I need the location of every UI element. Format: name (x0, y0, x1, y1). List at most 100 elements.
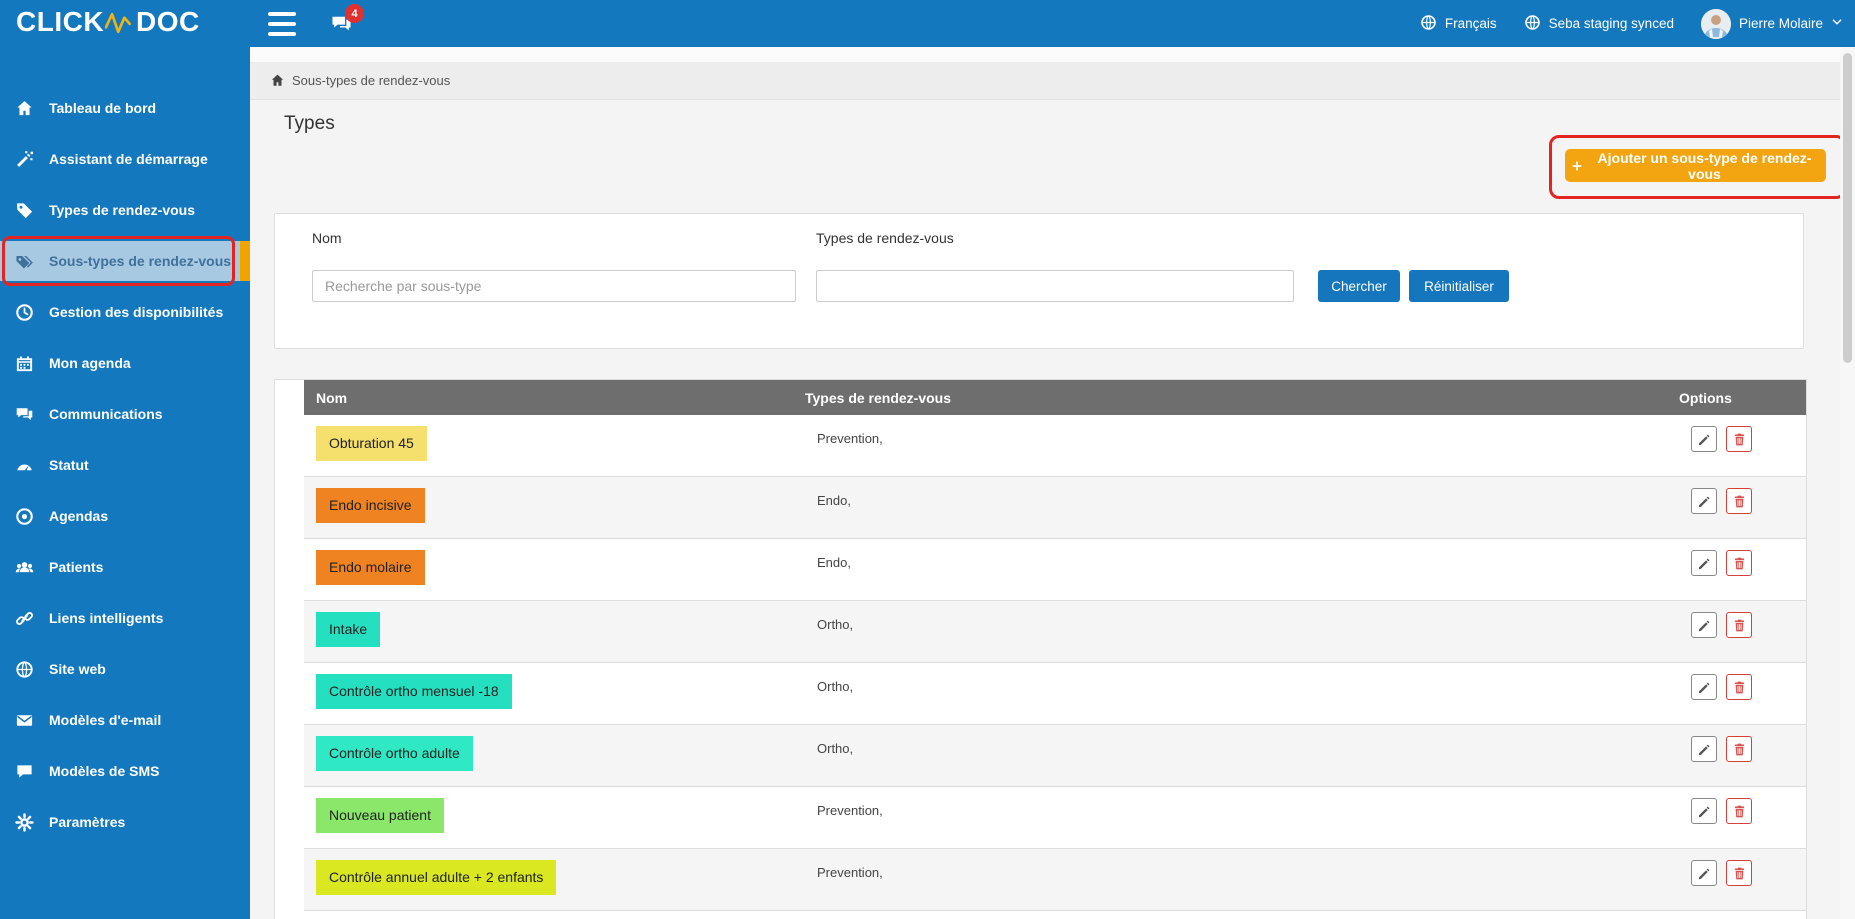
sidebar-items: Tableau de bord Assistant de démarrage Typ… (0, 88, 250, 842)
sidebar-nav: Tableau de bord Assistant de démarrage Typ… (0, 47, 250, 919)
user-menu[interactable]: Pierre Molaire (1700, 8, 1843, 39)
language-selector[interactable]: Français (1420, 14, 1497, 34)
subtype-label: Intake (316, 612, 381, 647)
subtype-types: Prevention, (817, 865, 883, 880)
delete-button[interactable] (1726, 550, 1752, 576)
table-row: Contrôle ortho mensuel -18 Ortho, (304, 663, 1806, 725)
hamburger-bar (268, 32, 296, 36)
reset-button[interactable]: Réinitialiser (1409, 270, 1509, 302)
sidebar-item-assistant-de-demarrage[interactable]: Assistant de démarrage (0, 139, 250, 179)
subtype-types: Ortho, (817, 741, 854, 756)
trash-icon (1732, 804, 1747, 819)
trash-icon (1732, 742, 1747, 757)
edit-button[interactable] (1691, 488, 1717, 514)
sidebar-item-liens-intelligents[interactable]: Liens intelligents (0, 598, 250, 638)
sidebar-item-label: Tableau de bord (49, 100, 157, 116)
sidebar-item-sous-types-de-rendez-vous[interactable]: Sous-types de rendez-vous (0, 236, 250, 286)
chat-double-icon (15, 405, 36, 424)
subtype-label: Contrôle ortho mensuel -18 (316, 674, 512, 709)
sidebar-item-agendas[interactable]: Agendas (0, 496, 250, 536)
sidebar-item-gestion-des-disponibilites[interactable]: Gestion des disponibilités (0, 292, 250, 332)
scrollbar-thumb[interactable] (1843, 53, 1852, 363)
sidebar-item-modeles-d-e-mail[interactable]: Modèles d'e-mail (0, 700, 250, 740)
delete-button[interactable] (1726, 860, 1752, 886)
edit-button[interactable] (1691, 426, 1717, 452)
delete-button[interactable] (1726, 674, 1752, 700)
breadcrumb: Sous-types de rendez-vous (250, 62, 1855, 100)
sidebar-item-label: Paramètres (49, 814, 126, 830)
type-filter-input[interactable] (816, 270, 1294, 302)
edit-button[interactable] (1691, 674, 1717, 700)
trash-icon (1732, 556, 1747, 571)
hamburger-bar (268, 22, 296, 26)
sidebar-item-modeles-de-sms[interactable]: Modèles de SMS (0, 751, 250, 791)
delete-button[interactable] (1726, 612, 1752, 638)
app-logo[interactable]: CLICK DOC (16, 6, 200, 38)
header-right-cluster: Français Seba staging synced Pierre Mola… (1420, 0, 1843, 47)
add-subtype-button[interactable]: Ajouter un sous-type de rendez-vous (1565, 149, 1826, 182)
delete-button[interactable] (1726, 488, 1752, 514)
row-options (1691, 674, 1752, 700)
subtype-label: Contrôle annuel adulte + 2 enfants (316, 860, 557, 895)
hamburger-bar (268, 12, 296, 16)
subtype-label: Nouveau patient (316, 798, 444, 833)
sidebar-item-site-web[interactable]: Site web (0, 649, 250, 689)
gear-icon (15, 812, 36, 832)
edit-button[interactable] (1691, 860, 1717, 886)
table-row: Nouveau patient Prevention, (304, 787, 1806, 849)
sidebar-item-label: Modèles d'e-mail (49, 712, 162, 728)
calendar-icon (15, 354, 36, 373)
sidebar-item-label: Agendas (49, 508, 109, 524)
pencil-icon (1697, 680, 1712, 695)
pencil-icon (1697, 432, 1712, 447)
avatar (1700, 8, 1731, 39)
sidebar-item-tableau-de-bord[interactable]: Tableau de bord (0, 88, 250, 128)
sidebar-item-types-de-rendez-vous[interactable]: Types de rendez-vous (0, 190, 250, 230)
table-row: Contrôle ortho adulte Ortho, (304, 725, 1806, 787)
globe-icon (1420, 14, 1437, 34)
sidebar-item-label: Site web (49, 661, 106, 677)
sidebar-item-mon-agenda[interactable]: Mon agenda (0, 343, 250, 383)
home-icon[interactable] (270, 73, 285, 88)
delete-button[interactable] (1726, 426, 1752, 452)
notification-badge: 4 (345, 4, 364, 23)
sidebar-item-communications[interactable]: Communications (0, 394, 250, 434)
table-header-row: Nom Types de rendez-vous Options (304, 380, 1806, 415)
row-options (1691, 426, 1752, 452)
pencil-icon (1697, 618, 1712, 633)
table-row-partial (304, 911, 1806, 919)
table-row: Endo incisive Endo, (304, 477, 1806, 539)
search-button[interactable]: Chercher (1318, 270, 1400, 302)
edit-button[interactable] (1691, 736, 1717, 762)
subtype-search-input[interactable] (312, 270, 796, 302)
row-options (1691, 550, 1752, 576)
subtype-types: Endo, (817, 555, 851, 570)
pencil-icon (1697, 556, 1712, 571)
logo-text-click: CLICK (16, 6, 105, 37)
sidebar-item-label: Assistant de démarrage (49, 151, 208, 167)
chevron-down-icon (1831, 16, 1843, 31)
edit-button[interactable] (1691, 612, 1717, 638)
sidebar-item-statut[interactable]: Statut (0, 445, 250, 485)
messages-button[interactable]: 4 (330, 4, 364, 35)
edit-button[interactable] (1691, 798, 1717, 824)
user-name: Pierre Molaire (1738, 16, 1823, 31)
sidebar-item-label: Gestion des disponibilités (49, 304, 224, 320)
table-body: Obturation 45 Prevention, Endo incisive End… (304, 415, 1806, 919)
sync-status[interactable]: Seba staging synced (1524, 14, 1674, 34)
content-top-strip (250, 47, 1855, 62)
delete-button[interactable] (1726, 736, 1752, 762)
delete-button[interactable] (1726, 798, 1752, 824)
table-row: Intake Ortho, (304, 601, 1806, 663)
edit-button[interactable] (1691, 550, 1717, 576)
sidebar-item-label: Sous-types de rendez-vous (49, 253, 232, 269)
sidebar-item-patients[interactable]: Patients (0, 547, 250, 587)
scrollbar[interactable] (1840, 47, 1855, 919)
pencil-icon (1697, 494, 1712, 509)
globe-icon (15, 660, 36, 679)
sidebar-item-parametres[interactable]: Paramètres (0, 802, 250, 842)
breadcrumb-label: Sous-types de rendez-vous (292, 73, 451, 88)
language-label: Français (1444, 16, 1497, 31)
menu-toggle-button[interactable] (266, 11, 298, 37)
link-icon (15, 609, 36, 628)
